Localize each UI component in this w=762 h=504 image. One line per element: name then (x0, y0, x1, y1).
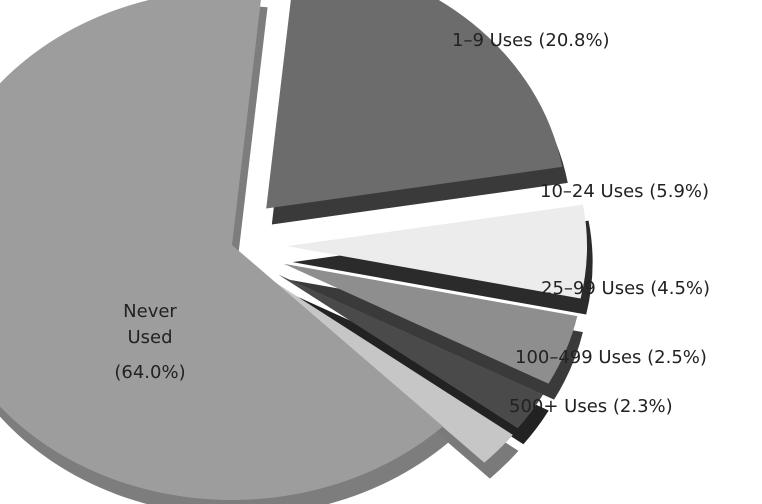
slice-10-24 (286, 204, 587, 299)
slice-25-99 (283, 263, 578, 384)
slice-label-25-99: 25–99 Uses (4.5%) (541, 278, 710, 299)
slice-side-25-99 (289, 279, 583, 400)
slice-1-9 (266, 0, 563, 209)
slice-side-100-499 (283, 290, 549, 445)
slice-label-1-9: 1–9 Uses (20.8%) (452, 30, 610, 51)
slice-label-never-line3: (64.0%) (114, 362, 185, 383)
slice-label-500-plus: 500+ Uses (2.3%) (509, 396, 673, 417)
slice-label-100-499: 100–499 Uses (2.5%) (515, 347, 707, 368)
slice-label-never-line1: Never (123, 301, 177, 322)
slice-100-499 (278, 274, 544, 429)
slice-label-10-24: 10–24 Uses (5.9%) (540, 181, 709, 202)
slice-500-plus (273, 281, 513, 463)
slice-never-used (0, 0, 443, 500)
slice-faces (0, 0, 587, 500)
slice-labels: 1–9 Uses (20.8%) 10–24 Uses (5.9%) 25–99… (114, 30, 710, 417)
slice-label-never-line2: Used (127, 327, 172, 348)
